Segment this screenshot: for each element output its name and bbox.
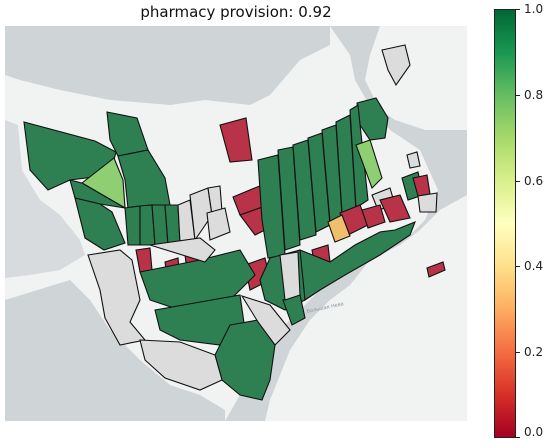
river-bottom: [5, 280, 225, 421]
colorbar-tick-label: 0.6: [524, 173, 544, 188]
city-block: [149, 237, 216, 263]
colorbar-tick-label: 0.2: [524, 345, 544, 360]
colorbar-tick: [516, 437, 520, 438]
city-block: [74, 197, 126, 251]
city-block: [87, 249, 147, 346]
colorbar-tick-label: 0.8: [524, 87, 544, 102]
blocks-layer: [23, 44, 446, 401]
city-block: [69, 179, 126, 209]
colorbar-tick: [516, 9, 520, 10]
river-right: [225, 26, 467, 421]
colorbar: [494, 9, 516, 438]
gulf-left: [5, 120, 85, 278]
colorbar-tick-label: 0.4: [524, 259, 544, 274]
city-block: [327, 214, 351, 243]
city-block: [381, 44, 411, 87]
colorbar-tick: [516, 266, 520, 268]
city-block: [361, 204, 386, 229]
city-block: [292, 139, 317, 241]
city-block: [219, 117, 253, 163]
city-block: [426, 261, 446, 278]
city-block: [139, 339, 223, 391]
city-block: [124, 205, 141, 246]
colorbar-tick: [516, 352, 520, 354]
colorbar-tick: [516, 94, 520, 96]
city-block: [206, 207, 231, 241]
colorbar-tick: [516, 180, 520, 182]
city-block: [240, 295, 291, 346]
city-block: [299, 221, 416, 301]
river-upper: [5, 26, 330, 105]
city-block: [355, 139, 383, 189]
city-block: [406, 151, 421, 169]
city-block: [164, 204, 181, 246]
map-panel: Большая Нева: [5, 26, 467, 421]
map-title: pharmacy provision: 0.92: [140, 3, 332, 21]
city-block: [417, 192, 438, 213]
colorbar-tick-label: 0.0: [524, 425, 544, 439]
city-block: [349, 104, 369, 209]
colorbar-tick-label: 1.0: [524, 2, 544, 16]
city-block: [279, 251, 301, 301]
city-block: [379, 194, 411, 223]
